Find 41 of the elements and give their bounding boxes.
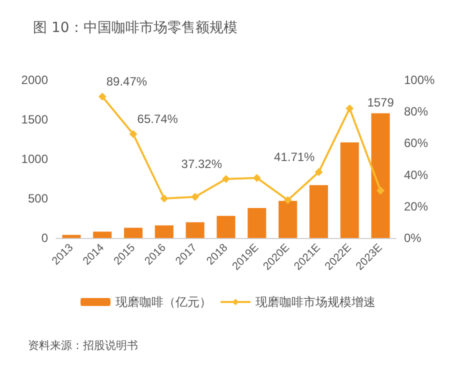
legend-label: 现磨咖啡（亿元） <box>116 295 212 309</box>
bar <box>278 200 298 238</box>
data-label: 89.47% <box>106 74 148 89</box>
point <box>222 175 230 184</box>
y2-tick-label: 80% <box>404 104 428 119</box>
chart-title: 图 10：中国咖啡市场零售额规模 <box>33 20 238 36</box>
bar <box>124 228 143 238</box>
point <box>314 168 323 176</box>
point <box>191 192 200 201</box>
bar <box>154 225 174 238</box>
y-tick-label: 500 <box>28 192 48 206</box>
point <box>376 186 385 195</box>
y2-tick-label: 100% <box>404 73 436 87</box>
data-label: 65.74% <box>137 112 178 126</box>
legend-label: 现磨咖啡市场规模增速 <box>256 295 376 309</box>
point <box>284 196 292 204</box>
y2-tick-label: 20% <box>404 199 428 214</box>
bar <box>248 208 266 238</box>
y-tick-label: 2000 <box>21 73 48 87</box>
bar <box>93 232 112 238</box>
point <box>129 130 138 138</box>
y-tick-label: 1500 <box>21 112 48 126</box>
point <box>346 104 354 112</box>
bar <box>186 222 204 238</box>
bar <box>371 113 390 238</box>
bar <box>340 142 359 238</box>
y2-tick-label: 0% <box>404 231 422 245</box>
y2-tick-label: 60% <box>404 136 428 150</box>
point <box>98 92 106 101</box>
y-tick-label: 0 <box>41 231 48 245</box>
y2-tick-label: 40% <box>404 168 428 182</box>
point <box>252 174 261 182</box>
text: 资料来源：招股说明书 <box>28 339 138 352</box>
bar <box>309 185 328 238</box>
bar <box>62 234 81 238</box>
y-tick-label: 1000 <box>21 152 48 166</box>
point <box>160 194 168 202</box>
data-label: 37.32% <box>181 157 222 172</box>
data-label: 41.71% <box>274 150 316 164</box>
data-label: 1579 <box>367 95 394 110</box>
bar <box>216 216 236 238</box>
